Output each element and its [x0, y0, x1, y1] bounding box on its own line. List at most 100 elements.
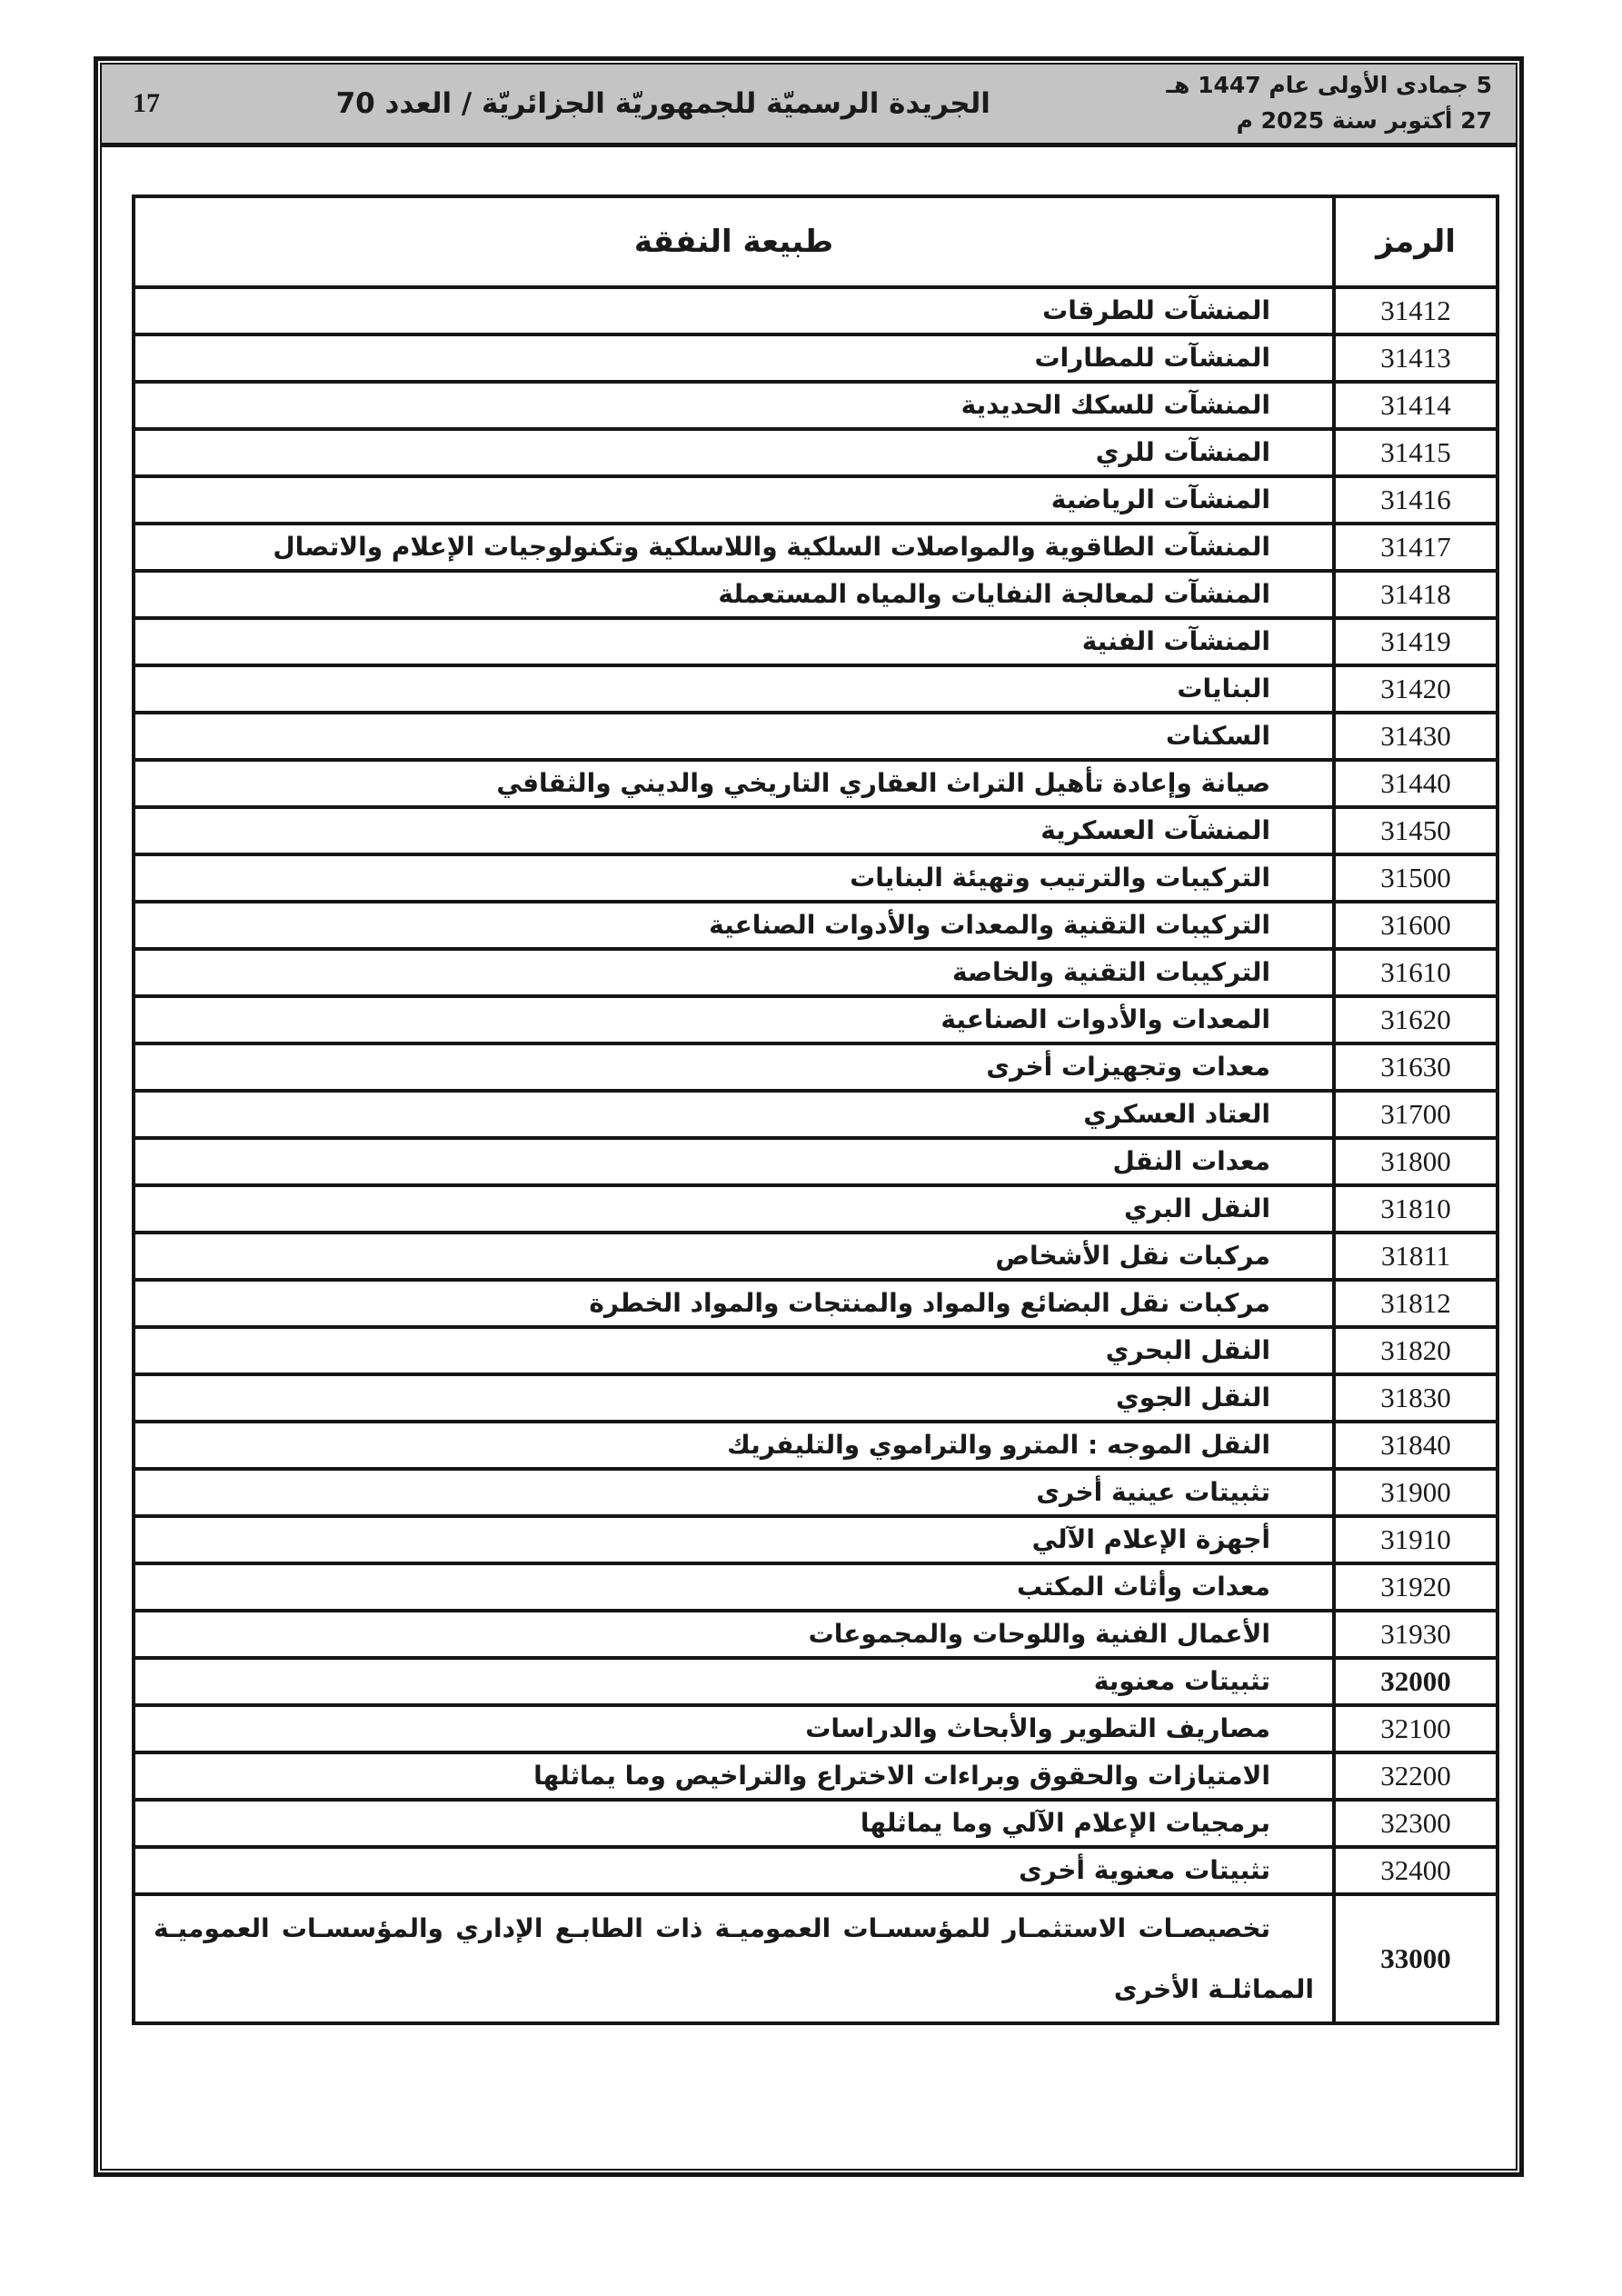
expense-nature-text: البنايات [1177, 673, 1270, 704]
expense-nature-text: الأعمال الفنية واللوحات والمجموعات [808, 1618, 1270, 1649]
expense-nature-text: المنشآت للمطارات [1034, 342, 1270, 373]
expense-code-cell: 32100 [1332, 1703, 1499, 1754]
expense-nature-cell: مصاريف التطوير والأبحاث والدراسات [132, 1703, 1336, 1754]
expense-nature-cell: المنشآت للسكك الحديدية [132, 380, 1336, 431]
expense-code-cell: 31812 [1332, 1278, 1499, 1329]
table-row: 33000 تخصيصـات الاستثمـار للمؤسسـات العمو… [132, 1892, 1499, 2026]
expense-code-cell: 31416 [1332, 474, 1499, 525]
expense-code-cell: 31415 [1332, 427, 1499, 478]
expense-code-cell: 31450 [1332, 805, 1499, 856]
expense-nature-text: الامتيازات والحقوق وبراءات الاختراع والت… [533, 1760, 1270, 1791]
table-row: 32300 برمجيات الإعلام الآلي وما يماثلها [132, 1798, 1499, 1849]
expense-code-cell: 31418 [1332, 569, 1499, 620]
expense-nature-cell: المنشآت لمعالجة النفايات والمياه المستعم… [132, 569, 1336, 620]
expense-code-cell: 32000 [1332, 1656, 1499, 1707]
table-row: 31420 البنايات [132, 664, 1499, 714]
expense-nature-cell: العتاد العسكري [132, 1089, 1336, 1140]
page-number: 17 [133, 88, 160, 118]
expense-code-cell: 31840 [1332, 1420, 1499, 1471]
expense-code-cell: 31610 [1332, 947, 1499, 998]
expense-nature-text: السكنات [1166, 720, 1270, 751]
table-row: 31920 معدات وأثاث المكتب [132, 1562, 1499, 1612]
expense-code-cell: 31930 [1332, 1609, 1499, 1660]
expense-nature-cell: التركيبات والترتيب وتهيئة البنايات [132, 853, 1336, 903]
table-row: 32100 مصاريف التطوير والأبحاث والدراسات [132, 1703, 1499, 1754]
expense-nature-text: المنشآت للري [1095, 436, 1270, 467]
expense-code-cell: 31412 [1332, 285, 1499, 336]
issue-dates: 5 جمادى الأولى عام 1447 هـ 27 أكتوبر سنة… [1166, 68, 1492, 139]
expense-nature-cell: المنشآت للمطارات [132, 333, 1336, 384]
expense-nature-text: المنشآت الفنية [1081, 625, 1270, 656]
expense-nature-cell: تخصيصـات الاستثمـار للمؤسسـات العموميـة … [132, 1892, 1336, 2026]
table-header-row: الرمز طبيعة النفقة [132, 195, 1499, 289]
table-row: 31440 صيانة وإعادة تأهيل التراث العقاري ا… [132, 758, 1499, 809]
table-row: 31830 النقل الجوي [132, 1373, 1499, 1423]
expense-code-cell: 31800 [1332, 1136, 1499, 1187]
expense-nature-text: المنشآت العسكرية [1040, 814, 1270, 845]
expense-nature-text: مصاريف التطوير والأبحاث والدراسات [805, 1712, 1270, 1743]
gregorian-date: 27 أكتوبر سنة 2025 م [1236, 107, 1492, 134]
expense-nature-text: معدات النقل [1112, 1145, 1270, 1176]
table-row: 31600 التركيبات التقنية والمعدات والأدوات… [132, 900, 1499, 951]
expense-nature-text: المنشآت لمعالجة النفايات والمياه المستعم… [718, 578, 1270, 609]
expense-code-cell: 31810 [1332, 1183, 1499, 1234]
expense-nature-text: المنشآت الطاقوية والمواصلات السلكية والل… [273, 531, 1270, 562]
expense-nature-text: مركبات نقل الأشخاص [995, 1240, 1270, 1271]
expense-code-cell: 32400 [1332, 1845, 1499, 1896]
expense-nature-text: المنشآت للطرقات [1042, 294, 1270, 325]
expense-nature-text: التركيبات التقنية والمعدات والأدوات الصن… [709, 909, 1270, 940]
masthead-band: 17 الجريدة الرسميّة للجمهوريّة الجزائريّ… [102, 65, 1516, 147]
table-row: 31810 النقل البري [132, 1183, 1499, 1234]
expense-code-cell: 31700 [1332, 1089, 1499, 1140]
expense-code-cell: 31811 [1332, 1231, 1499, 1282]
expense-nature-cell: تثبيتات معنوية أخرى [132, 1845, 1336, 1896]
expense-nature-cell: المعدات والأدوات الصناعية [132, 994, 1336, 1045]
expense-nature-cell: برمجيات الإعلام الآلي وما يماثلها [132, 1798, 1336, 1849]
expense-code-cell: 31630 [1332, 1042, 1499, 1093]
table-row: 31620 المعدات والأدوات الصناعية [132, 994, 1499, 1045]
expense-code-cell: 31430 [1332, 711, 1499, 762]
table-row: 31630 معدات وتجهيزات أخرى [132, 1042, 1499, 1093]
table-row: 31500 التركيبات والترتيب وتهيئة البنايات [132, 853, 1499, 903]
expense-nature-text: التركيبات والترتيب وتهيئة البنايات [850, 862, 1270, 893]
expense-nature-text: مركبات نقل البضائع والمواد والمنتجات وال… [589, 1287, 1270, 1318]
expense-code-cell: 33000 [1332, 1892, 1499, 2026]
table-row: 32000 تثبيتات معنوية [132, 1656, 1499, 1707]
expense-nature-text: تثبيتات معنوية [1093, 1665, 1270, 1696]
table-row: 31900 تثبيتات عينية أخرى [132, 1467, 1499, 1518]
expense-nature-cell: معدات وأثاث المكتب [132, 1562, 1336, 1612]
expense-nature-cell: تثبيتات عينية أخرى [132, 1467, 1336, 1518]
expense-nature-cell: معدات وتجهيزات أخرى [132, 1042, 1336, 1093]
expense-code-cell: 31900 [1332, 1467, 1499, 1518]
expense-code-cell: 31440 [1332, 758, 1499, 809]
expense-nature-cell: المنشآت الطاقوية والمواصلات السلكية والل… [132, 522, 1336, 573]
expense-nature-text: صيانة وإعادة تأهيل التراث العقاري التاري… [496, 767, 1270, 798]
expense-nature-text: النقل الموجه : المترو والتراموي والتليفر… [727, 1429, 1270, 1460]
table-row: 31418 المنشآت لمعالجة النفايات والمياه ال… [132, 569, 1499, 620]
expense-code-cell: 31830 [1332, 1373, 1499, 1423]
expense-code-cell: 31420 [1332, 664, 1499, 714]
expense-nature-cell: السكنات [132, 711, 1336, 762]
table-row: 32200 الامتيازات والحقوق وبراءات الاختراع… [132, 1751, 1499, 1802]
expense-nature-text: معدات وأثاث المكتب [1017, 1571, 1270, 1602]
expense-nature-text: التركيبات التقنية والخاصة [951, 956, 1270, 987]
table-row: 31820 النقل البحري [132, 1325, 1499, 1376]
expense-code-cell: 31414 [1332, 380, 1499, 431]
table-row: 31430 السكنات [132, 711, 1499, 762]
expense-nature-cell: مركبات نقل الأشخاص [132, 1231, 1336, 1282]
table-row: 31812 مركبات نقل البضائع والمواد والمنتجا… [132, 1278, 1499, 1329]
expense-nature-text: تخصيصـات الاستثمـار للمؤسسـات العموميـة … [154, 1913, 1314, 2005]
expense-nature-text: المعدات والأدوات الصناعية [940, 1003, 1270, 1034]
expense-nature-cell: أجهزة الإعلام الآلي [132, 1514, 1336, 1565]
expense-code-cell: 31920 [1332, 1562, 1499, 1612]
expense-nature-text: العتاد العسكري [1083, 1098, 1270, 1129]
expense-code-cell: 31500 [1332, 853, 1499, 903]
expense-nature-cell: المنشآت الرياضية [132, 474, 1336, 525]
expense-code-cell: 31419 [1332, 616, 1499, 667]
expense-nature-text: تثبيتات عينية أخرى [1036, 1476, 1270, 1507]
expense-code-cell: 31820 [1332, 1325, 1499, 1376]
expense-nature-cell: النقل الجوي [132, 1373, 1336, 1423]
journal-title: الجريدة الرسميّة للجمهوريّة الجزائريّة /… [335, 87, 990, 120]
table-row: 31415 المنشآت للري [132, 427, 1499, 478]
expense-code-cell: 31910 [1332, 1514, 1499, 1565]
